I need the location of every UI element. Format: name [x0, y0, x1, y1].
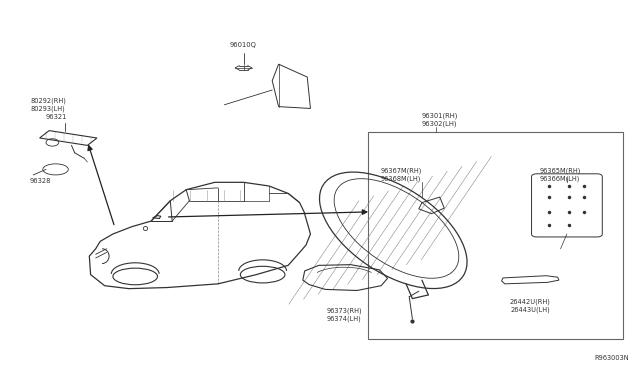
- Text: 96367M(RH)
96368M(LH): 96367M(RH) 96368M(LH): [381, 168, 422, 182]
- Text: R963003N: R963003N: [595, 355, 629, 361]
- Text: 80292(RH)
80293(LH): 80292(RH) 80293(LH): [30, 97, 66, 112]
- Text: 96328: 96328: [30, 177, 52, 183]
- Text: 96321: 96321: [46, 113, 67, 119]
- Bar: [368, 132, 623, 339]
- Text: 96365M(RH)
96366M(LH): 96365M(RH) 96366M(LH): [540, 168, 581, 182]
- Text: 96301(RH)
96302(LH): 96301(RH) 96302(LH): [422, 112, 458, 127]
- Text: 96373(RH)
96374(LH): 96373(RH) 96374(LH): [326, 308, 362, 323]
- Text: 26442U(RH)
26443U(LH): 26442U(RH) 26443U(LH): [510, 299, 551, 313]
- Text: 96010Q: 96010Q: [230, 42, 257, 48]
